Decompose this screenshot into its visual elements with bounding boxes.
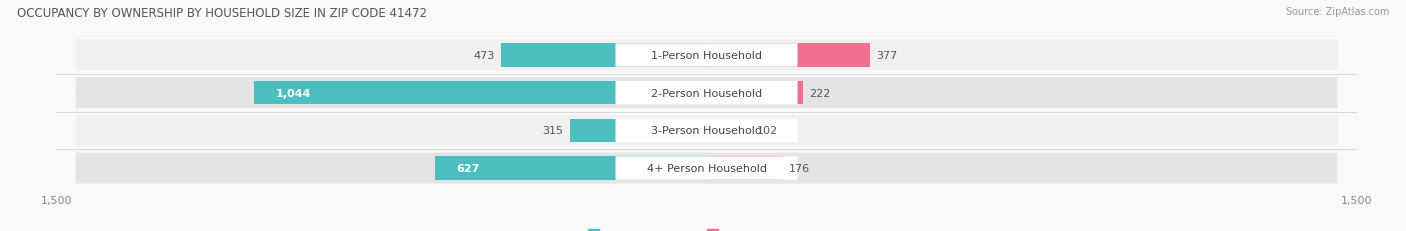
FancyBboxPatch shape xyxy=(616,157,797,180)
Bar xyxy=(707,157,783,180)
Text: 2-Person Household: 2-Person Household xyxy=(651,88,762,98)
FancyBboxPatch shape xyxy=(76,116,1337,146)
FancyBboxPatch shape xyxy=(76,40,1337,71)
Text: 4+ Person Household: 4+ Person Household xyxy=(647,163,766,173)
Text: 3-Person Household: 3-Person Household xyxy=(651,126,762,136)
Text: 1-Person Household: 1-Person Household xyxy=(651,51,762,61)
Text: 102: 102 xyxy=(758,126,779,136)
Text: 377: 377 xyxy=(876,51,897,61)
Text: 222: 222 xyxy=(810,88,831,98)
Bar xyxy=(707,44,870,67)
Bar xyxy=(569,119,707,143)
FancyBboxPatch shape xyxy=(76,153,1337,184)
FancyBboxPatch shape xyxy=(616,119,797,143)
Text: OCCUPANCY BY OWNERSHIP BY HOUSEHOLD SIZE IN ZIP CODE 41472: OCCUPANCY BY OWNERSHIP BY HOUSEHOLD SIZE… xyxy=(17,7,427,20)
FancyBboxPatch shape xyxy=(616,44,797,67)
Bar xyxy=(434,157,707,180)
Text: 473: 473 xyxy=(474,51,495,61)
Bar xyxy=(707,82,803,105)
Text: 1,044: 1,044 xyxy=(276,88,311,98)
Text: Source: ZipAtlas.com: Source: ZipAtlas.com xyxy=(1285,7,1389,17)
Bar xyxy=(502,44,707,67)
Text: 176: 176 xyxy=(789,163,810,173)
Bar xyxy=(707,119,751,143)
Legend: Owner-occupied, Renter-occupied: Owner-occupied, Renter-occupied xyxy=(583,225,823,231)
FancyBboxPatch shape xyxy=(616,82,797,105)
Bar xyxy=(254,82,707,105)
Text: 315: 315 xyxy=(543,126,564,136)
FancyBboxPatch shape xyxy=(76,78,1337,109)
Text: 627: 627 xyxy=(457,163,479,173)
